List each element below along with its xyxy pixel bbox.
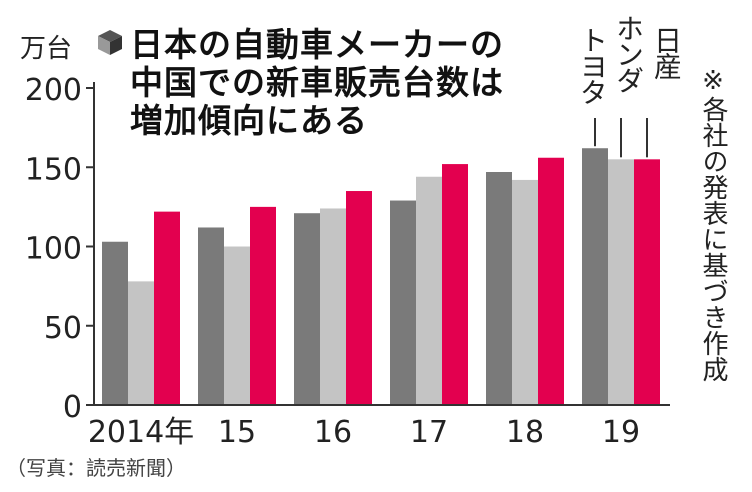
legend-label-nissan: 日産 (650, 26, 683, 78)
bar-0-0 (102, 241, 128, 405)
chart-title-line-2: 中国での新車販売台数は (130, 63, 504, 102)
legend-label-toyota: トヨタ (576, 26, 609, 104)
y-tick-label: 0 (63, 390, 82, 425)
bar-0-2 (154, 211, 180, 405)
bar-2-1 (320, 208, 346, 405)
bar-3-2 (442, 164, 468, 405)
bar-5-1 (608, 159, 634, 405)
bar-4-0 (486, 172, 512, 405)
x-tick-label: 18 (506, 415, 544, 450)
x-tick-label: 15 (218, 415, 256, 450)
bar-1-2 (250, 206, 276, 405)
chart-title-line-3: 増加傾向にある (130, 101, 368, 140)
cube-icon (98, 30, 122, 55)
bar-1-1 (224, 246, 250, 405)
x-tick-label: 17 (410, 415, 448, 450)
source-note: ※各社の発表に基づき作成 (698, 66, 728, 382)
bar-0-1 (128, 281, 154, 405)
bar-2-2 (346, 191, 372, 405)
x-tick-label: 2014年 (88, 415, 194, 450)
y-tick-label: 100 (25, 232, 82, 267)
bar-5-0 (582, 148, 608, 406)
y-tick-label: 150 (25, 152, 82, 187)
bar-3-0 (390, 200, 416, 405)
bar-4-2 (538, 157, 564, 405)
x-tick-label: 19 (602, 415, 640, 450)
bar-4-1 (512, 179, 538, 405)
bar-5-2 (634, 159, 660, 405)
chart-title-line-1: 日本の自動車メーカーの (130, 25, 504, 64)
x-tick-label: 16 (314, 415, 352, 450)
y-axis-unit: 万台 (20, 34, 73, 64)
bar-3-1 (416, 176, 442, 405)
bar-2-0 (294, 213, 320, 405)
legend-label-honda: ホンダ (612, 14, 645, 92)
y-tick-label: 200 (25, 73, 82, 108)
y-tick-label: 50 (44, 311, 82, 346)
photo-credit: （写真：読売新聞） (6, 456, 186, 480)
bar-1-0 (198, 227, 224, 405)
